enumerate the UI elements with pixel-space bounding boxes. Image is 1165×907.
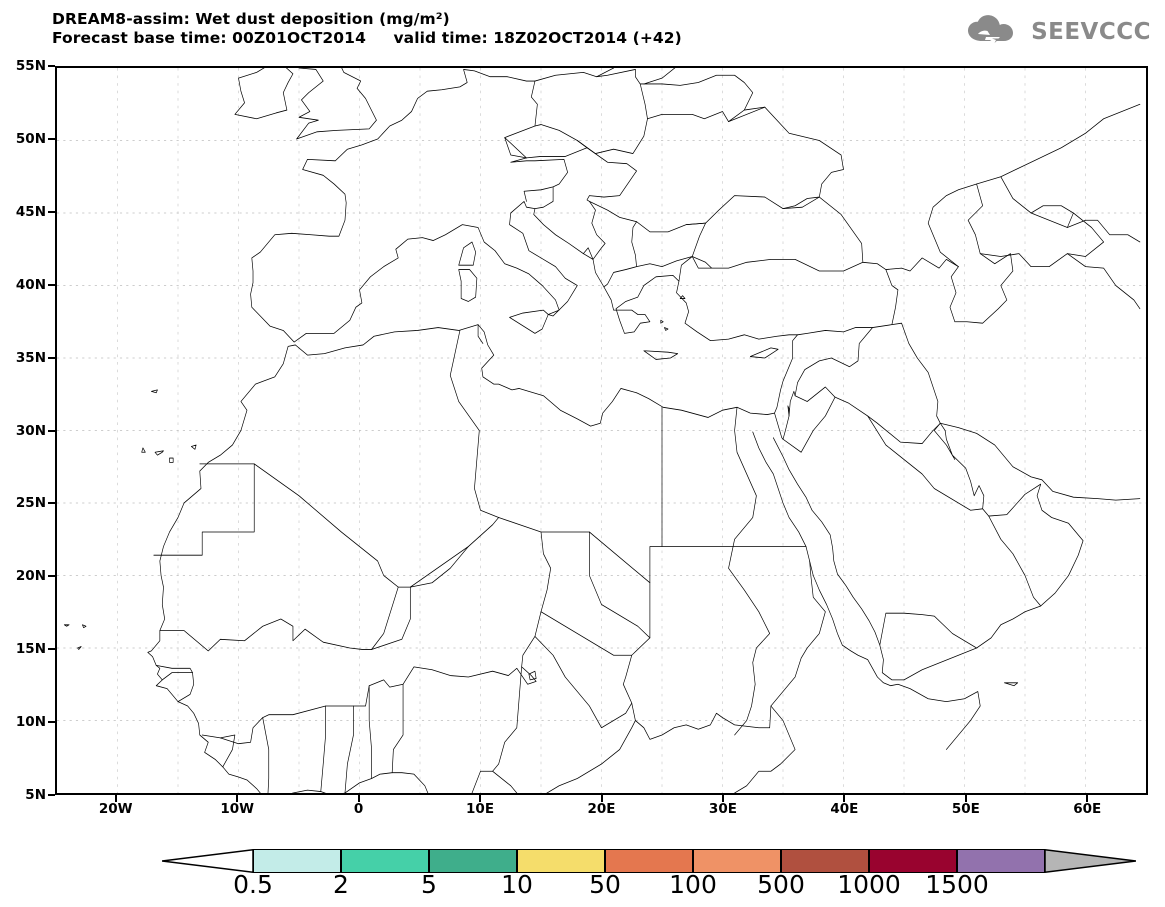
colorbar-over-arrow — [1045, 849, 1136, 873]
y-axis-label: 5N — [25, 787, 46, 803]
y-axis-tick — [48, 794, 55, 796]
colorbar-segment[interactable] — [781, 849, 869, 873]
colorbar[interactable] — [162, 849, 1136, 873]
colorbar-tick-label: 10 — [501, 870, 533, 899]
colorbar-labels: 0.5 2 5 10 50 100 500 1000 1500 — [162, 870, 1036, 902]
map-canvas — [57, 68, 1146, 793]
colorbar-segment[interactable] — [957, 849, 1045, 873]
colorbar-under-arrow — [162, 849, 253, 873]
colorbar-tick-label: 2 — [333, 870, 349, 899]
seevccc-logo: SEEVCCC — [966, 14, 1151, 49]
colorbar-tick-label: 1500 — [925, 870, 989, 899]
colorbar-segment[interactable] — [605, 849, 693, 873]
x-axis-tick — [964, 795, 967, 802]
y-axis-label: 45N — [15, 203, 46, 220]
map-plot-area[interactable] — [55, 66, 1148, 795]
colorbar-tick-label: 1000 — [837, 870, 901, 899]
x-axis-tick — [600, 795, 603, 802]
chart-subtitle: Forecast base time: 00Z01OCT2014 valid t… — [52, 29, 682, 47]
y-axis-label: 25N — [15, 495, 46, 512]
y-axis-tick — [48, 721, 55, 724]
x-axis-tick — [236, 795, 239, 802]
y-axis-tick — [48, 137, 55, 140]
x-axis-label: 20W — [98, 801, 133, 817]
map-gridlines — [57, 68, 1146, 793]
x-axis-label: 60E — [1073, 801, 1102, 817]
y-axis-tick — [48, 283, 55, 286]
y-axis-label: 15N — [15, 641, 46, 658]
y-axis-label: 20N — [15, 568, 46, 585]
page-title: DREAM8-assim: Wet dust deposition (mg/m²… — [52, 10, 450, 28]
logo-text: SEEVCCC — [1031, 18, 1151, 45]
colorbar-segment[interactable] — [341, 849, 429, 873]
colorbar-segment[interactable] — [693, 849, 781, 873]
colorbar-segment[interactable] — [429, 849, 517, 873]
map-geography — [63, 68, 1141, 793]
x-axis-tick — [1086, 795, 1089, 802]
y-axis-tick — [48, 648, 55, 651]
x-axis-label: 20E — [587, 801, 616, 817]
x-axis-label: 10E — [466, 801, 495, 817]
y-axis-label: 10N — [15, 714, 46, 731]
x-axis-tick — [114, 795, 117, 802]
y-axis-label: 30N — [15, 422, 46, 439]
x-axis-label: 0 — [353, 801, 364, 817]
cloud-icon — [966, 14, 1024, 49]
x-axis-tick — [721, 795, 724, 802]
colorbar-tick-label: 5 — [421, 870, 437, 899]
x-axis-label: 40E — [830, 801, 859, 817]
y-axis-label: 50N — [15, 130, 46, 147]
y-axis-tick — [48, 429, 55, 432]
y-axis-label: 40N — [15, 276, 46, 293]
x-axis-tick — [843, 795, 846, 802]
colorbar-segments — [253, 849, 1045, 873]
x-axis-label: 10W — [220, 801, 254, 817]
colorbar-tick-label: 500 — [757, 870, 805, 899]
y-axis-label: 35N — [15, 349, 46, 366]
colorbar-segment[interactable] — [253, 849, 341, 873]
colorbar-tick-label: 0.5 — [233, 870, 273, 899]
y-axis-tick — [48, 210, 55, 213]
colorbar-tick-label: 50 — [589, 870, 621, 899]
y-axis-tick — [48, 502, 55, 505]
y-axis-tick — [48, 356, 55, 359]
chart-title-block: DREAM8-assim: Wet dust deposition (mg/m²… — [52, 10, 952, 48]
colorbar-segment[interactable] — [869, 849, 957, 873]
x-axis-label: 30E — [708, 801, 737, 817]
colorbar-segment[interactable] — [517, 849, 605, 873]
y-axis-tick — [48, 65, 55, 67]
y-axis-tick — [48, 575, 55, 578]
y-axis-label: 55N — [15, 58, 46, 74]
x-axis-tick — [479, 795, 482, 802]
x-axis-tick — [357, 795, 360, 802]
colorbar-tick-label: 100 — [669, 870, 717, 899]
x-axis-label: 50E — [951, 801, 980, 817]
